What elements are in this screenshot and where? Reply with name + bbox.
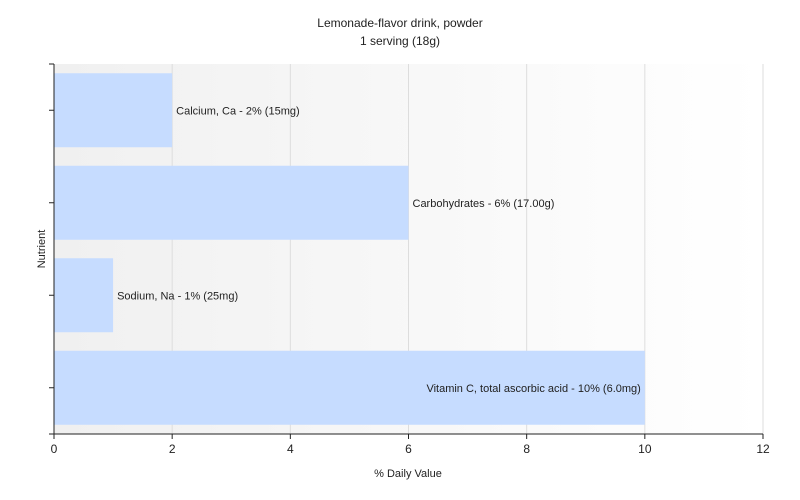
bar-label: Sodium, Na - 1% (25mg) bbox=[117, 290, 238, 302]
bar-label: Calcium, Ca - 2% (15mg) bbox=[176, 105, 299, 117]
x-tick-label: 10 bbox=[638, 442, 652, 456]
chart-title: Lemonade-flavor drink, powder bbox=[317, 16, 482, 30]
x-tick-label: 8 bbox=[523, 442, 530, 456]
bar bbox=[54, 165, 409, 240]
bar bbox=[54, 258, 114, 333]
x-tick-label: 12 bbox=[756, 442, 770, 456]
y-axis-label: Nutrient bbox=[36, 230, 48, 269]
x-tick-label: 2 bbox=[169, 442, 176, 456]
grid-lines bbox=[171, 64, 764, 434]
chart-subtitle: 1 serving (18g) bbox=[360, 34, 440, 48]
x-tick-label: 0 bbox=[51, 442, 58, 456]
bar-label: Vitamin C, total ascorbic acid - 10% (6.… bbox=[426, 383, 640, 395]
x-axis-ticks: 0 2 4 6 8 10 12 bbox=[51, 434, 770, 456]
bar bbox=[54, 350, 645, 425]
bar-label: Carbohydrates - 6% (17.00g) bbox=[413, 198, 555, 210]
bar bbox=[54, 73, 173, 148]
bars: Calcium, Ca - 2% (15mg) Carbohydrates - 6… bbox=[54, 73, 645, 425]
x-tick-label: 6 bbox=[405, 442, 412, 456]
y-axis-ticks bbox=[49, 63, 54, 435]
x-axis-label: % Daily Value bbox=[374, 468, 442, 480]
x-tick-label: 4 bbox=[287, 442, 294, 456]
